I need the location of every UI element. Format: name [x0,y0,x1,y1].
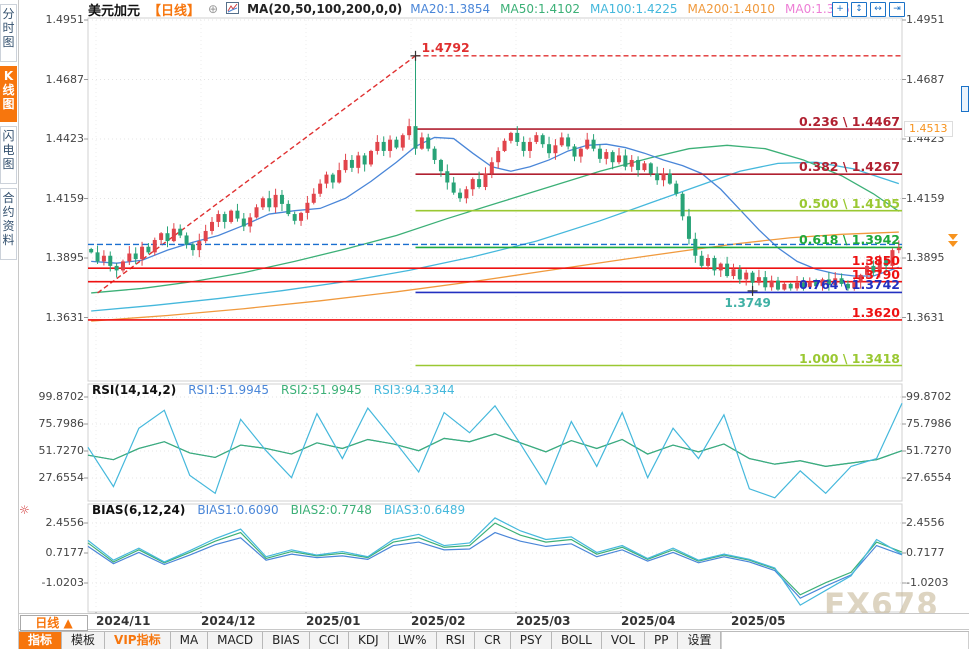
sidebar: 分时图 K线图闪电图合约资料 [0,0,19,649]
toolbar-item-RSI[interactable]: RSI [436,632,476,649]
panel-frame-0 [87,17,903,382]
sidebar-tab-2[interactable]: 闪电图 [0,126,17,184]
panel-frame-1 [87,383,903,502]
window-icons: + ↕ ↔ ⇥ [832,2,905,17]
rsi-title: RSI(14,14,2) [92,383,177,397]
sidebar-tab-0[interactable]: 分时图 [0,4,17,62]
trend-line [97,55,416,294]
toolbar-item-CR[interactable]: CR [475,632,511,649]
toolbar-item-指标[interactable]: 指标 [19,632,63,649]
rsi-legend-item-2: RSI3:94.3344 [373,383,455,397]
right-axis-alert-marker [948,234,958,240]
ma-legend-item-1: MA50:1.4102 [500,2,581,16]
toolbar-item-MACD[interactable]: MACD [208,632,264,649]
period-selector-button[interactable]: 日线 ▲ [20,615,88,631]
toolbar-item-VOL[interactable]: VOL [601,632,645,649]
bias-legend-item-1: BIAS2:0.7748 [290,503,372,517]
toolbar-item-CCI[interactable]: CCI [309,632,350,649]
ma-legend-item-3: MA200:1.4010 [687,2,776,16]
ma-legend: MA20:1.3854 MA50:1.4102 MA100:1.4225 MA200:… [410,2,859,16]
toolbar-item-设置[interactable]: 设置 [678,632,722,649]
ma20-line [91,136,900,277]
rsi-legend-item-0: RSI1:51.9945 [188,383,269,397]
toolbar-filler [721,632,969,649]
bottom-toolbar: ▤指标模板VIP指标MAMACDBIASCCIKDJLW%RSICRPSYBOL… [0,631,969,649]
toolbar-item-MA[interactable]: MA [170,632,209,649]
period-tag: 【日线】 [148,3,201,19]
panel-frame-2 [87,503,903,613]
fit-vertical-icon[interactable]: ↕ [851,2,867,17]
bias-legend-item-0: BIAS1:0.6090 [197,503,279,517]
bias-legend-item-2: BIAS3:0.6489 [383,503,466,517]
ma-legend-item-2: MA100:1.4225 [590,2,678,16]
right-axis-badge: 1.4513 [904,121,953,137]
sidebar-tab-3[interactable]: 合约资料 [0,188,17,260]
ma-settings-label: MA(20,50,100,200,0,0) [247,2,403,16]
toolbar-item-PP[interactable]: PP [644,632,679,649]
bias-legend: BIAS1:0.6090 BIAS2:0.7748 BIAS3:0.6489 [197,503,477,517]
bias-settings-icon[interactable]: ☼ [19,503,30,517]
symbol-title: 美元加元 [88,3,141,19]
rsi-series-RSI1 [87,433,903,468]
bias-title: BIAS(6,12,24) [92,503,186,517]
toolbar-item-模板[interactable]: 模板 [62,632,106,649]
chart-header: 美元加元 【日线】 ⊕ MA(20,50,100,200,0,0) MA20:1… [88,0,860,19]
toolbar-item-KDJ[interactable]: KDJ [349,632,389,649]
right-edge-handle[interactable] [961,86,969,112]
fit-horizontal-icon[interactable]: ↔ [870,2,886,17]
toolbar-item-LW%[interactable]: LW% [388,632,437,649]
bias-series-BIAS1 [87,531,903,599]
toolbar-item-BOLL[interactable]: BOLL [551,632,602,649]
collapse-panel-icon[interactable]: ⇥ [889,2,905,17]
ma-chart-icon [226,1,240,17]
toolbar-item-PSY[interactable]: PSY [510,632,552,649]
ma-legend-item-0: MA20:1.3854 [410,2,491,16]
add-overlay-icon[interactable]: ⊕ [208,2,219,16]
ma50-line [91,144,900,294]
toolbar-item-VIP指标[interactable]: VIP指标 [105,632,171,649]
ma100-line [91,161,900,312]
sidebar-tab-1[interactable]: K线图 [0,66,17,122]
rsi-legend: RSI1:51.9945 RSI2:51.9945 RSI3:94.3344 [188,383,466,397]
xaxis-row: 日线 ▲ [0,613,969,631]
bias-series-BIAS3 [87,517,903,606]
candlestick-series [89,55,901,291]
rsi-series-RSI3 [87,402,903,499]
rsi-header: RSI(14,14,2) RSI1:51.9945 RSI2:51.9945 RSI… [92,383,467,397]
bias-header: BIAS(6,12,24) BIAS1:0.6090 BIAS2:0.7748 BI… [92,503,477,517]
rsi-series-RSI2 [87,433,903,468]
pan-icon[interactable]: + [832,2,848,17]
toolbar-item-BIAS[interactable]: BIAS [263,632,310,649]
ma200-line [91,231,899,322]
bias-series-BIAS2 [87,522,903,596]
rsi-legend-item-1: RSI2:51.9945 [280,383,362,397]
